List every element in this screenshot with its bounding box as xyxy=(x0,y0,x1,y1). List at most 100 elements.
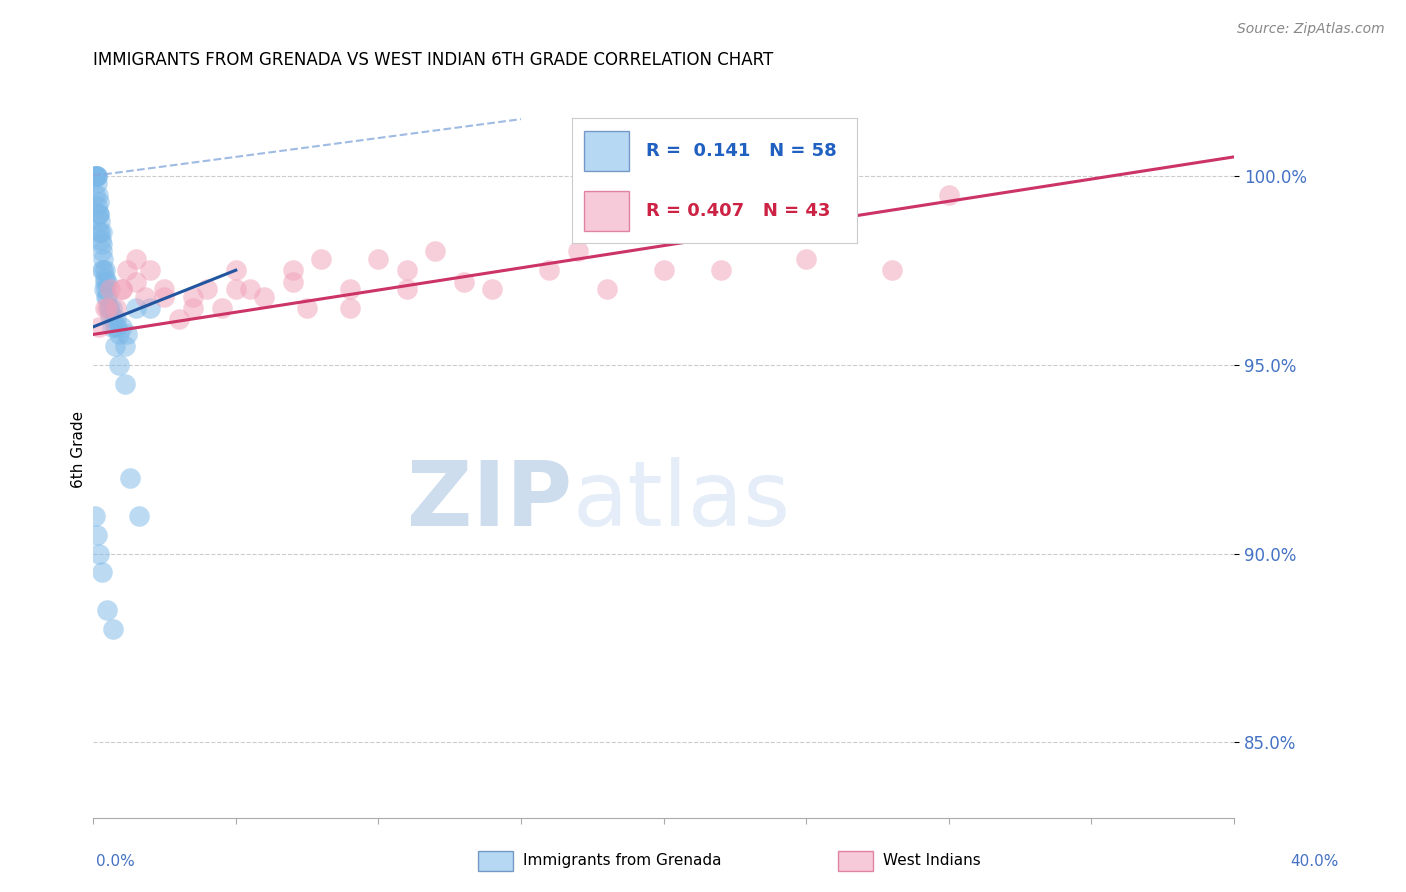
Point xyxy=(87,319,110,334)
Point xyxy=(89,206,111,220)
Point xyxy=(181,301,204,315)
Point xyxy=(90,233,112,247)
Point xyxy=(90,236,112,251)
Point xyxy=(153,290,176,304)
Text: 40.0%: 40.0% xyxy=(1291,854,1339,869)
Point xyxy=(339,301,361,315)
Point xyxy=(111,319,134,334)
Point xyxy=(107,319,129,334)
Point xyxy=(367,252,389,266)
Point xyxy=(87,206,110,220)
Point xyxy=(117,263,139,277)
Point xyxy=(139,301,162,315)
Text: Source: ZipAtlas.com: Source: ZipAtlas.com xyxy=(1237,22,1385,37)
Point xyxy=(89,226,111,240)
Point xyxy=(86,527,108,541)
Point xyxy=(91,263,114,277)
Point xyxy=(567,244,589,259)
Point xyxy=(93,282,115,296)
Point xyxy=(167,312,190,326)
Point xyxy=(128,508,150,523)
Point xyxy=(134,290,156,304)
Point xyxy=(481,282,503,296)
Point xyxy=(91,252,114,266)
Point xyxy=(395,282,418,296)
Point xyxy=(98,309,121,323)
Point xyxy=(125,301,148,315)
Point xyxy=(89,226,111,240)
Point xyxy=(90,566,112,580)
Point xyxy=(111,282,134,296)
Point xyxy=(938,187,960,202)
Point xyxy=(295,301,318,315)
Text: 0.0%: 0.0% xyxy=(96,854,135,869)
Point xyxy=(281,263,304,277)
Point xyxy=(84,508,107,523)
Point xyxy=(108,358,131,372)
Text: IMMIGRANTS FROM GRENADA VS WEST INDIAN 6TH GRADE CORRELATION CHART: IMMIGRANTS FROM GRENADA VS WEST INDIAN 6… xyxy=(93,51,773,69)
Point xyxy=(794,252,817,266)
Point xyxy=(87,206,110,220)
Point xyxy=(103,339,125,353)
Point xyxy=(281,275,304,289)
Point xyxy=(105,301,128,315)
Point xyxy=(86,169,108,183)
Point xyxy=(83,169,105,183)
Point xyxy=(225,282,247,296)
Point xyxy=(94,282,117,296)
Point xyxy=(86,177,108,191)
Point xyxy=(105,312,128,326)
Point xyxy=(94,275,117,289)
Point xyxy=(710,263,733,277)
Point xyxy=(108,327,131,342)
Point xyxy=(114,339,136,353)
Point xyxy=(96,275,118,289)
Point xyxy=(880,263,903,277)
Point xyxy=(97,301,120,315)
Text: atlas: atlas xyxy=(572,458,790,545)
Point xyxy=(84,169,107,183)
Point xyxy=(103,319,125,334)
Point xyxy=(87,195,110,210)
Point xyxy=(117,327,139,342)
Point xyxy=(96,603,118,617)
Point xyxy=(125,275,148,289)
Point xyxy=(101,312,124,326)
Y-axis label: 6th Grade: 6th Grade xyxy=(72,411,86,488)
Point xyxy=(239,282,262,296)
Point xyxy=(87,547,110,561)
Point xyxy=(225,263,247,277)
Point xyxy=(93,301,115,315)
Point xyxy=(114,376,136,391)
Point xyxy=(86,169,108,183)
Point xyxy=(96,290,118,304)
Point xyxy=(94,290,117,304)
Point xyxy=(153,282,176,296)
Point xyxy=(90,226,112,240)
Point xyxy=(253,290,276,304)
Point xyxy=(125,252,148,266)
Point xyxy=(311,252,333,266)
Point xyxy=(100,301,122,315)
Point xyxy=(93,270,115,285)
Text: ZIP: ZIP xyxy=(408,458,572,545)
Point xyxy=(111,282,134,296)
Point xyxy=(87,187,110,202)
Point xyxy=(453,275,475,289)
Point xyxy=(100,319,122,334)
Point xyxy=(181,290,204,304)
Point xyxy=(90,263,112,277)
Point xyxy=(86,199,108,213)
Point xyxy=(538,263,561,277)
Point xyxy=(195,282,218,296)
Text: Immigrants from Grenada: Immigrants from Grenada xyxy=(523,854,721,868)
Point xyxy=(120,471,142,485)
Point xyxy=(395,263,418,277)
Point xyxy=(101,622,124,636)
Point xyxy=(91,244,114,259)
Point xyxy=(425,244,447,259)
Point xyxy=(83,169,105,183)
Point xyxy=(97,301,120,315)
Point xyxy=(98,282,121,296)
Point xyxy=(652,263,675,277)
